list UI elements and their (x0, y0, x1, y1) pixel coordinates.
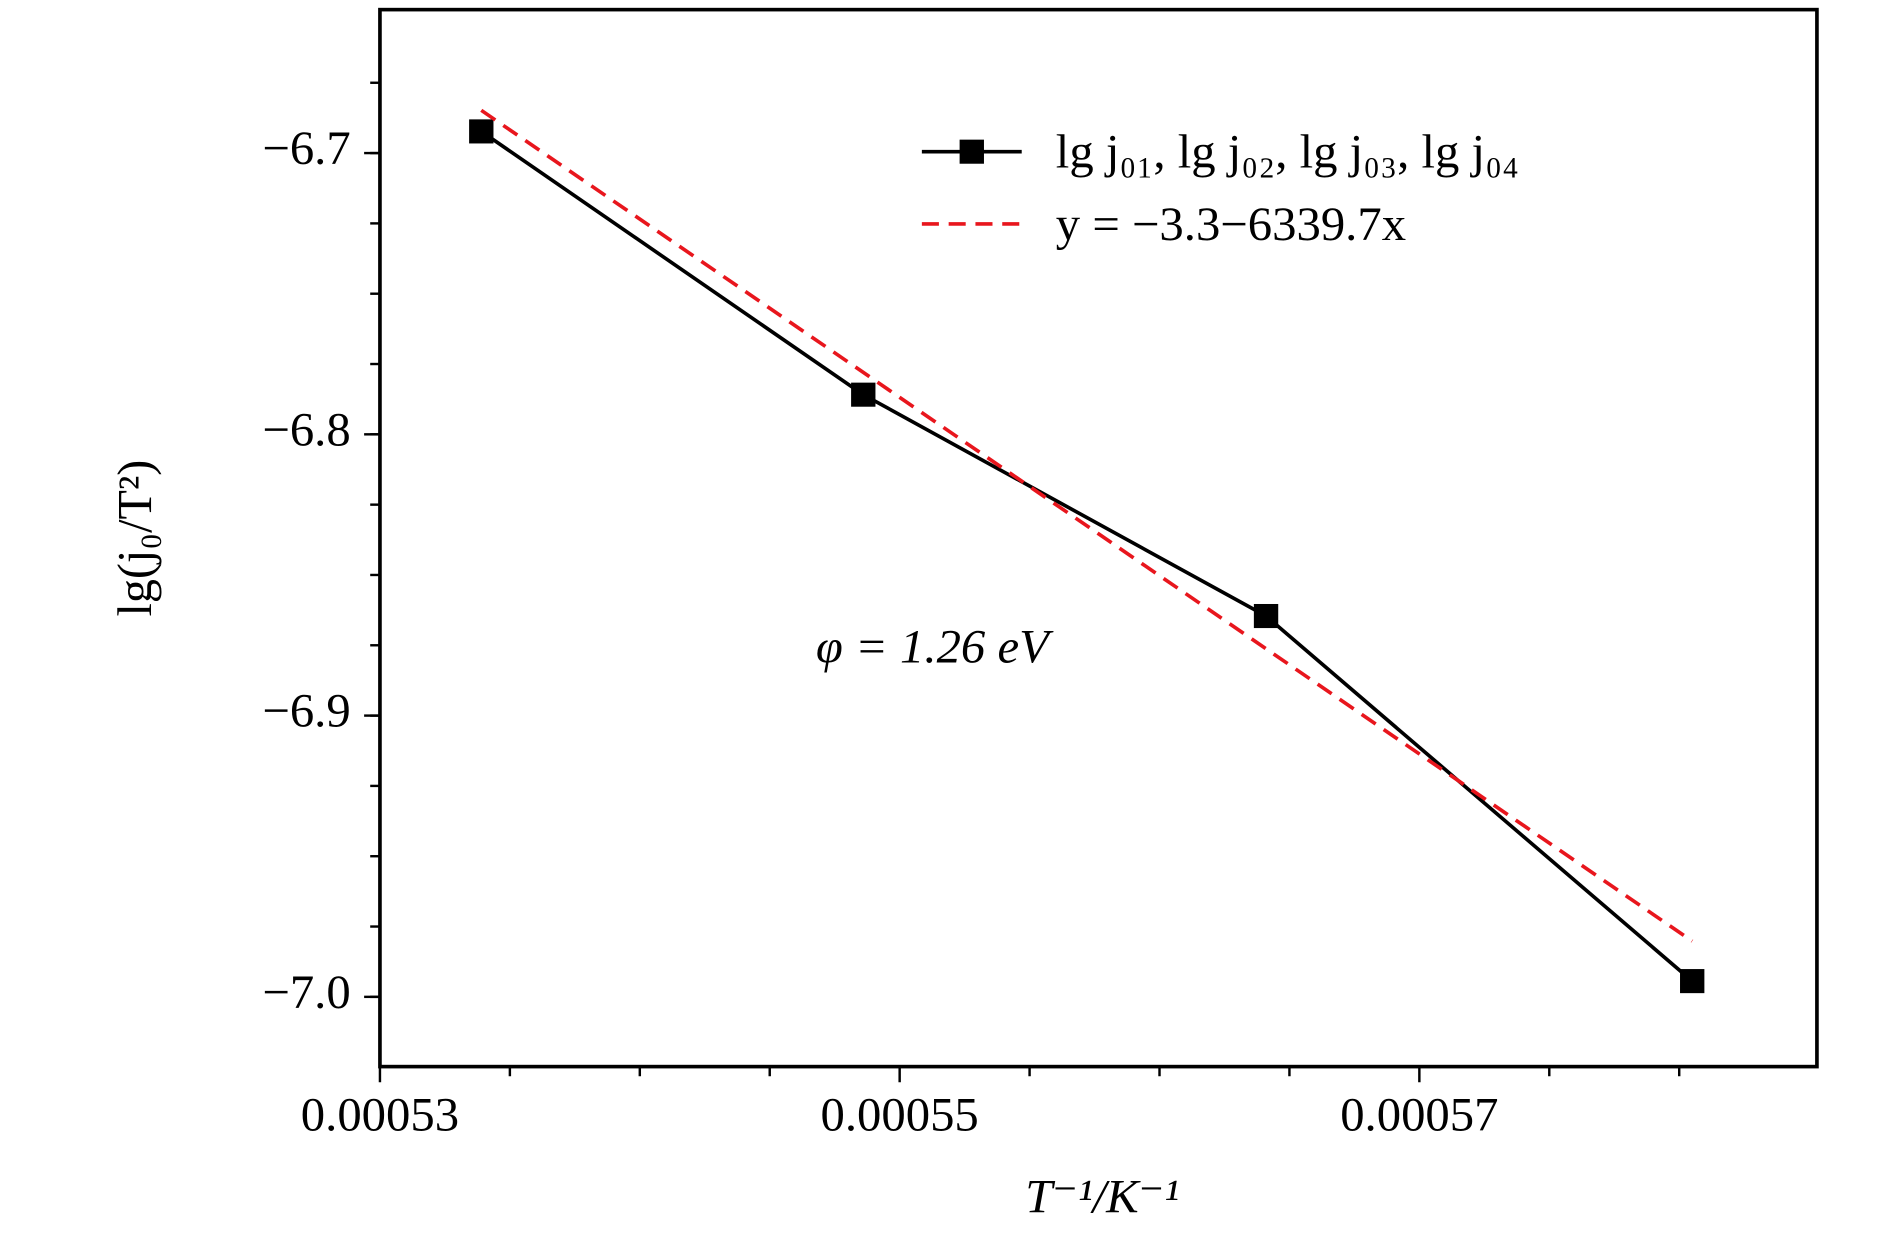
marker (1253, 603, 1279, 629)
y-tick-label: −6.9 (262, 685, 350, 738)
annotation: φ = 1.26 eV (816, 621, 1054, 674)
legend-label: lg j₀₁, lg j₀₂, lg j₀₃, lg j₀₄ (1056, 126, 1519, 179)
legend-label: y = −3.3−6339.7x (1056, 198, 1406, 251)
legend-marker (959, 139, 984, 164)
marker (469, 119, 494, 144)
x-tick-label: 0.00057 (1340, 1089, 1498, 1142)
plot-frame (378, 7, 1819, 1069)
y-tick-label: −6.7 (262, 122, 350, 175)
y-tick-label: −7.0 (262, 966, 350, 1019)
x-tick-label: 0.00055 (821, 1089, 979, 1142)
marker (851, 382, 876, 407)
marker (1680, 969, 1705, 994)
series-line (480, 108, 1694, 943)
series-line (480, 129, 1694, 983)
y-tick-label: −6.8 (262, 404, 350, 457)
y-axis-label: lg(j₀/T²) (109, 460, 162, 617)
x-tick-label: 0.00053 (301, 1089, 459, 1142)
x-axis-label: T⁻¹/K⁻¹ (1025, 1171, 1179, 1224)
